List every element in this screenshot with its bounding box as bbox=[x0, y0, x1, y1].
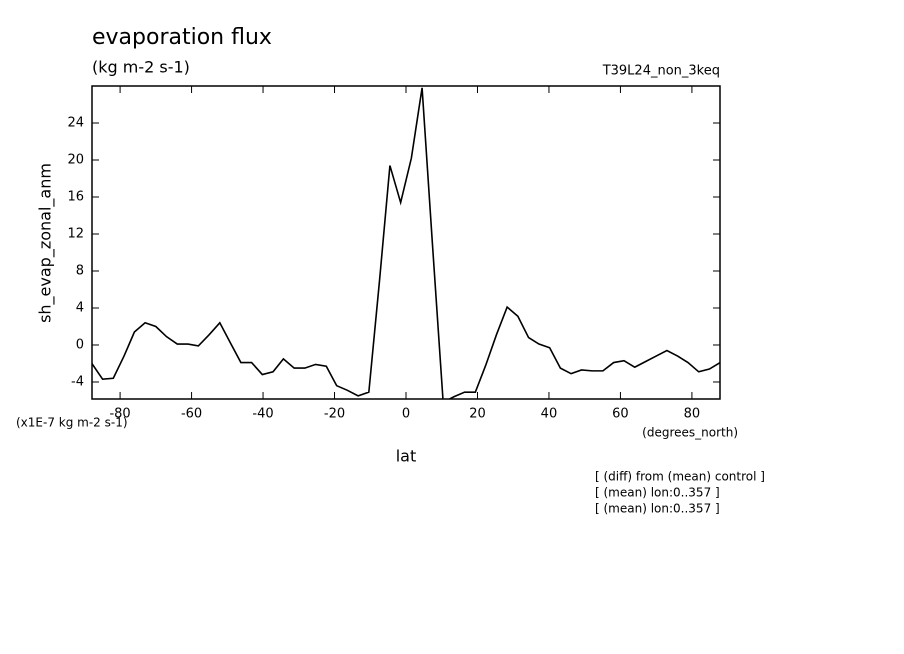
x-tick-label: 20 bbox=[469, 407, 486, 422]
x-tick-label: 0 bbox=[402, 407, 410, 422]
x-tick-label: 80 bbox=[684, 407, 701, 422]
note: [ (diff) from (mean) control ] bbox=[595, 470, 765, 484]
y-tick-label: 12 bbox=[67, 226, 84, 241]
x-tick-label: -60 bbox=[181, 407, 202, 422]
x-tick-label: -80 bbox=[109, 407, 130, 422]
y-tick-label: 4 bbox=[76, 300, 84, 315]
y-axis-title: sh_evap_zonal_anm bbox=[36, 163, 56, 323]
y-tick-label: 20 bbox=[67, 152, 84, 167]
run-label: T39L24_non_3keq bbox=[602, 64, 720, 79]
x-tick-label: 40 bbox=[541, 407, 558, 422]
y-tick-label: 8 bbox=[76, 263, 84, 278]
x-units: (degrees_north) bbox=[642, 426, 738, 440]
x-tick-label: -20 bbox=[324, 407, 345, 422]
y-tick-label: 0 bbox=[76, 337, 84, 352]
y-tick-label: -4 bbox=[71, 374, 84, 389]
x-tick-label: 60 bbox=[612, 407, 629, 422]
x-tick-label: -40 bbox=[252, 407, 273, 422]
plot-frame bbox=[91, 85, 721, 400]
chart-title: evaporation flux bbox=[92, 25, 272, 50]
y-units: (x1E-7 kg m-2 s-1) bbox=[16, 416, 128, 430]
note: [ (mean) lon:0..357 ] bbox=[595, 502, 720, 516]
note: [ (mean) lon:0..357 ] bbox=[595, 486, 720, 500]
y-tick-label: 16 bbox=[67, 189, 84, 204]
y-tick-label: 24 bbox=[67, 115, 84, 130]
x-axis-title: lat bbox=[396, 447, 417, 466]
data-line bbox=[92, 87, 720, 399]
chart-subtitle: (kg m-2 s-1) bbox=[92, 58, 190, 77]
